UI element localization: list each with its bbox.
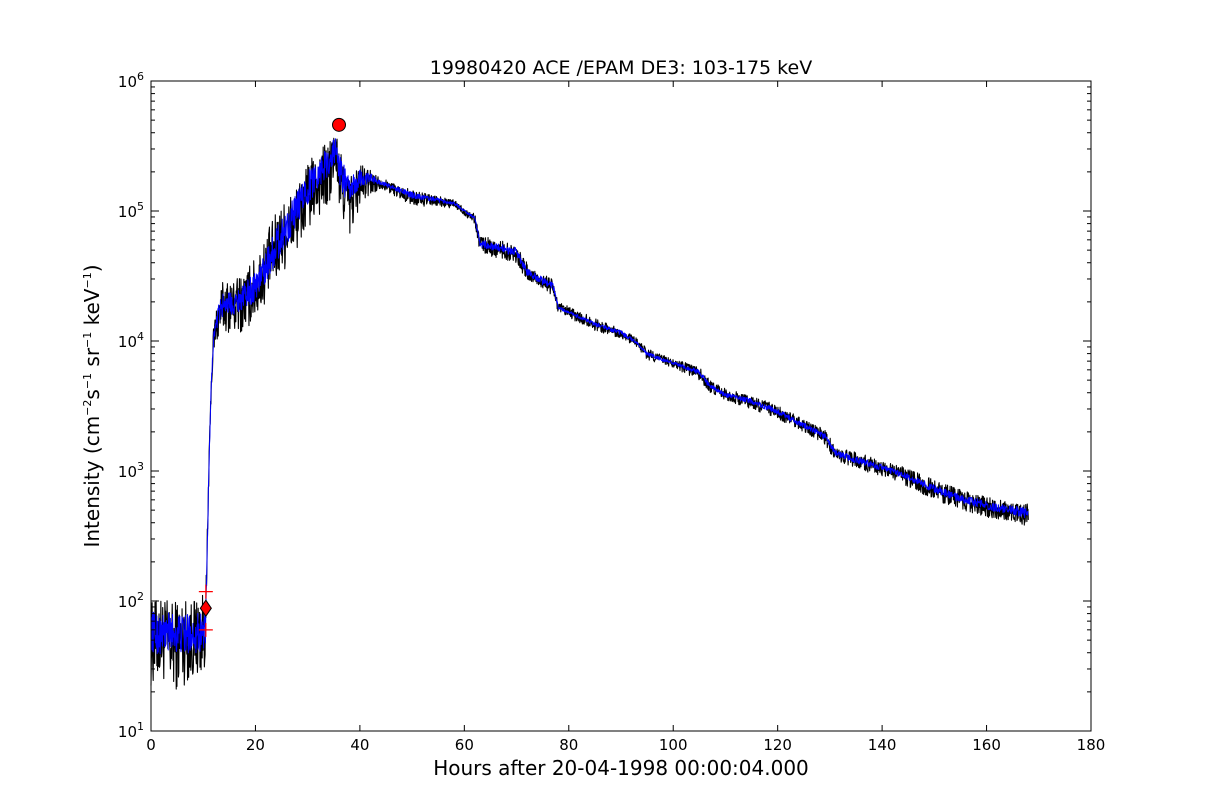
y-axis-label-exp3: −1 [81, 332, 94, 348]
y-axis-label-exp1: −2 [81, 400, 94, 416]
y-tick-label: 106 [118, 70, 144, 91]
series-layer [150, 137, 1029, 690]
series-line-1 [150, 138, 1029, 655]
y-tick-label: 103 [118, 460, 144, 481]
x-tick-label: 160 [972, 736, 1001, 754]
y-axis-label-prefix: Intensity (cm [80, 416, 104, 548]
y-axis-label-suffix: ) [80, 264, 104, 272]
x-tick-label: 120 [763, 736, 792, 754]
plot-area [151, 81, 1091, 731]
x-tick-label: 80 [559, 736, 578, 754]
y-tick-label: 105 [118, 200, 144, 221]
y-axis-label: Intensity (cm−2s−1 sr−1 keV−1) [80, 264, 104, 547]
x-tick-label: 40 [350, 736, 369, 754]
marker-plus-2 [198, 584, 213, 599]
marker-circle-peak [332, 117, 346, 132]
series-line-0 [150, 137, 1029, 690]
x-tick-label: 0 [146, 736, 156, 754]
x-axis-label: Hours after 20-04-1998 00:00:04.000 [433, 756, 809, 780]
x-tick-label: 20 [246, 736, 265, 754]
y-tick-label: 101 [118, 720, 144, 741]
y-tick-label: 102 [118, 590, 144, 611]
x-tick-label: 140 [868, 736, 897, 754]
x-tick-label: 60 [455, 736, 474, 754]
y-axis-label-exp4: −1 [81, 272, 94, 288]
y-axis-label-exp2: −1 [81, 373, 94, 389]
marker-layer [198, 117, 346, 637]
x-tick-label: 180 [1077, 736, 1106, 754]
x-tick-label: 100 [659, 736, 688, 754]
tick-layer: 0 20 40 60 80 100 120 140 160 180 101 102 103 104 105 1… [118, 70, 1105, 754]
y-axis-label-mid3: keV [80, 288, 104, 332]
y-tick-label: 104 [118, 330, 144, 351]
marker-diamond-onset [199, 599, 212, 618]
marker-plus-3 [198, 622, 213, 637]
plot-frame [150, 80, 1092, 732]
y-axis-label-mid1: s [80, 389, 104, 399]
chart-title: 19980420 ACE /EPAM DE3: 103-175 keV [430, 57, 812, 79]
y-axis-label-mid2: sr [80, 347, 104, 373]
